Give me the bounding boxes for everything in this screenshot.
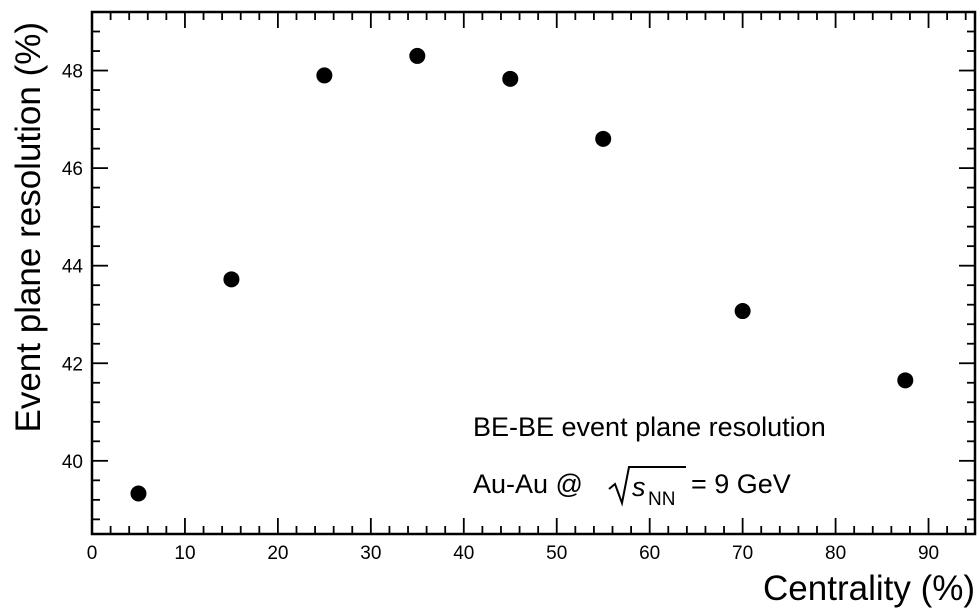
data-point [409, 47, 426, 64]
x-tick-label: 0 [87, 543, 98, 564]
axis-ticks [91, 11, 975, 534]
data-point [223, 271, 240, 288]
x-tick-label: 30 [360, 543, 381, 564]
data-point [502, 70, 519, 87]
annotation-variable: s [632, 472, 646, 502]
x-tick-label: 10 [174, 543, 195, 564]
data-point [316, 67, 333, 84]
data-points [130, 47, 914, 502]
sqrt-radical [608, 466, 686, 507]
x-tick-label: 70 [732, 543, 753, 564]
x-tick-label: 90 [918, 543, 939, 564]
y-tick-label: 46 [62, 159, 83, 180]
x-axis-title: Centrality (%) [763, 569, 975, 608]
x-tick-label: 20 [267, 543, 288, 564]
y-tick-label: 42 [62, 354, 83, 375]
annotation-prefix: Au-Au @ [473, 469, 583, 499]
data-point [897, 372, 914, 389]
plot-frame [90, 10, 977, 536]
annotation-line-1: BE-BE event plane resolution [473, 412, 826, 442]
x-tick-label: 40 [453, 543, 474, 564]
annotation-suffix: = 9 GeV [691, 469, 791, 499]
x-tick-label: 60 [639, 543, 660, 564]
y-tick-label: 40 [62, 452, 83, 473]
y-axis-title: Event plane resolution (%) [9, 22, 48, 433]
y-tick-label: 44 [62, 257, 84, 278]
y-tick-label: 48 [62, 62, 83, 83]
data-point [130, 485, 147, 502]
x-tick-label: 50 [546, 543, 567, 564]
x-tick-label: 80 [825, 543, 846, 564]
annotation-subscript: NN [648, 489, 675, 510]
data-point [595, 130, 612, 147]
x-tick-labels: 0 10 20 30 40 50 60 70 80 90 [87, 543, 939, 564]
y-tick-labels: 40 42 44 46 48 [62, 62, 84, 473]
data-point [734, 303, 751, 320]
annotation-line-2: Au-Au @ s NN = 9 GeV [473, 466, 791, 510]
